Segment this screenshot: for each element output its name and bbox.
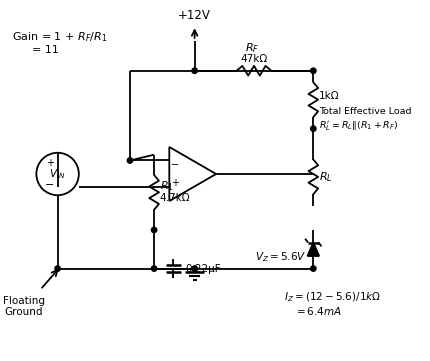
Text: 4.7kΩ: 4.7kΩ xyxy=(160,193,190,203)
Text: Floating
Ground: Floating Ground xyxy=(3,296,45,317)
Text: −: − xyxy=(45,180,55,190)
Circle shape xyxy=(310,126,315,131)
Text: Gain = 1 + $R_F$/$R_1$: Gain = 1 + $R_F$/$R_1$ xyxy=(12,30,108,44)
Text: $I_Z = (12-5.6)/1k\Omega$: $I_Z = (12-5.6)/1k\Omega$ xyxy=(284,291,381,304)
Text: +12V: +12V xyxy=(178,9,211,22)
Text: $R_1$: $R_1$ xyxy=(160,180,173,193)
Text: $R_L$: $R_L$ xyxy=(318,170,332,184)
Text: −: − xyxy=(171,160,179,170)
Text: $V_Z = 5.6V$: $V_Z = 5.6V$ xyxy=(255,250,306,264)
Text: $= 6.4mA$: $= 6.4mA$ xyxy=(293,305,341,317)
Text: = 11: = 11 xyxy=(31,45,58,56)
Text: 47kΩ: 47kΩ xyxy=(240,54,267,64)
Circle shape xyxy=(191,266,197,271)
Circle shape xyxy=(151,266,157,271)
Text: $V_{IN}$: $V_{IN}$ xyxy=(49,167,66,181)
Circle shape xyxy=(310,266,315,271)
Polygon shape xyxy=(307,243,318,256)
Text: $R_F$: $R_F$ xyxy=(244,42,258,55)
Text: +: + xyxy=(171,178,179,188)
Text: $R_L' = R_L \| (R_1 + R_F)$: $R_L' = R_L \| (R_1 + R_F)$ xyxy=(318,119,398,132)
Circle shape xyxy=(151,227,157,232)
Text: 0.22μF: 0.22μF xyxy=(184,264,220,274)
Circle shape xyxy=(55,266,60,271)
Text: 1kΩ: 1kΩ xyxy=(318,91,339,101)
Circle shape xyxy=(310,68,315,73)
Text: Total Effective Load: Total Effective Load xyxy=(318,108,411,116)
Circle shape xyxy=(191,68,197,73)
Text: +: + xyxy=(46,158,54,168)
Circle shape xyxy=(127,158,132,163)
